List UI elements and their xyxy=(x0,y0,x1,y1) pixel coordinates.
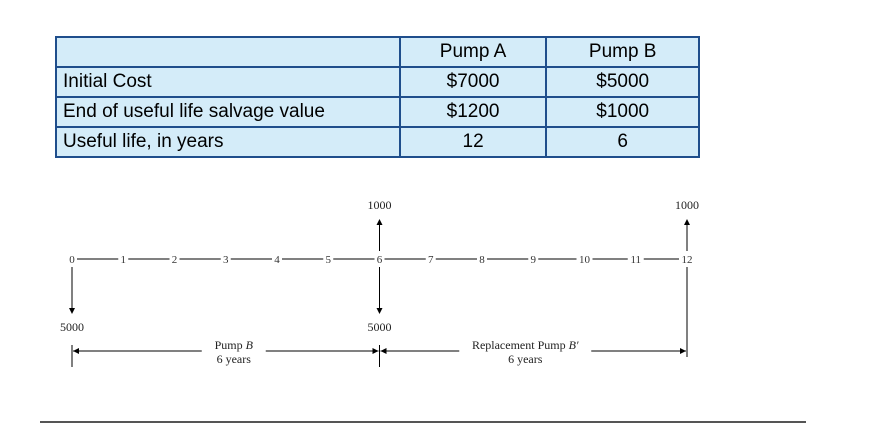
table-row: Useful life, in years 12 6 xyxy=(55,126,700,158)
cash-amount-label: 1000 xyxy=(675,198,699,212)
header-empty-cell xyxy=(55,36,401,68)
tick-label: 2 xyxy=(172,254,178,266)
pump-b-value: $1000 xyxy=(545,96,700,128)
tick-label: 0 xyxy=(69,254,75,266)
span-label-name: Pump xyxy=(215,338,246,352)
span-label-italic: B xyxy=(246,338,254,352)
span-label-name: Replacement Pump xyxy=(472,338,569,352)
row-label: End of useful life salvage value xyxy=(55,96,401,128)
row-label: Useful life, in years xyxy=(55,126,401,158)
header-pump-b: Pump B xyxy=(545,36,700,68)
header-pump-a: Pump A xyxy=(398,36,548,68)
tick-label: 6 xyxy=(377,254,383,266)
tick-label: 3 xyxy=(223,254,229,266)
arrowhead-down-icon xyxy=(69,308,75,314)
span-duration-label: 6 years xyxy=(217,352,252,366)
pump-b-value: 6 xyxy=(545,126,700,158)
table-row: End of useful life salvage value $1200 $… xyxy=(55,96,700,128)
span-label-italic: B′ xyxy=(569,338,579,352)
tick-label-bg xyxy=(118,253,129,265)
tick-label: 1 xyxy=(121,254,127,266)
arrowhead-up-icon xyxy=(684,219,690,225)
tick-label: 12 xyxy=(682,254,693,266)
tick-label-bg xyxy=(323,253,334,265)
table-header-row: Pump A Pump B xyxy=(55,36,700,68)
tick-label-bg xyxy=(220,253,231,265)
pump-a-value: 12 xyxy=(398,126,548,158)
tick-label-bg xyxy=(374,253,385,265)
table-row: Initial Cost $7000 $5000 xyxy=(55,66,700,98)
bottom-divider xyxy=(40,421,806,423)
pump-a-value: $1200 xyxy=(398,96,548,128)
tick-label: 9 xyxy=(531,254,537,266)
span-arrowhead-right-icon xyxy=(372,348,379,354)
tick-label-bg xyxy=(425,253,436,265)
cash-amount-label: 1000 xyxy=(368,198,392,212)
tick-label: 8 xyxy=(479,254,485,266)
tick-label-bg xyxy=(576,253,593,265)
span-arrowhead-left-icon xyxy=(380,348,387,354)
tick-label-bg xyxy=(67,253,77,265)
cash-amount-label: 5000 xyxy=(60,320,84,334)
arrowhead-up-icon xyxy=(376,219,383,225)
span-arrowhead-left-icon xyxy=(73,348,79,354)
tick-label: 4 xyxy=(274,254,280,266)
tick-label: 10 xyxy=(579,254,591,266)
tick-label-bg xyxy=(272,253,282,265)
pump-b-value: $5000 xyxy=(545,66,700,98)
cash-amount-label: 5000 xyxy=(368,320,392,334)
span-duration-label: 6 years xyxy=(508,352,543,366)
span-arrowhead-right-icon xyxy=(680,348,686,354)
tick-label-bg xyxy=(169,253,180,265)
tick-label-bg xyxy=(679,253,695,265)
pump-comparison-table: Pump A Pump B Initial Cost $7000 $5000 E… xyxy=(55,36,700,158)
tick-label-bg xyxy=(627,253,644,265)
pump-a-value: $7000 xyxy=(398,66,548,98)
row-label: Initial Cost xyxy=(55,66,401,98)
span-label: Pump B xyxy=(215,338,254,352)
tick-label: 11 xyxy=(630,254,641,266)
span-label: Replacement Pump B′ xyxy=(472,338,579,352)
arrowhead-down-icon xyxy=(376,308,383,314)
tick-label: 7 xyxy=(428,254,434,266)
tick-label-bg xyxy=(477,253,487,265)
tick-label-bg xyxy=(528,253,539,265)
tick-label: 5 xyxy=(326,254,332,266)
